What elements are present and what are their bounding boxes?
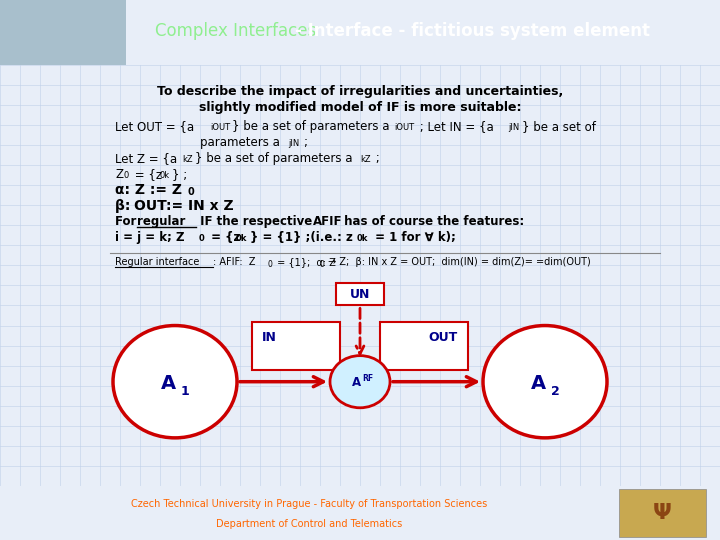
Text: kZ: kZ [360,155,371,164]
Text: 0: 0 [199,234,204,244]
Text: A: A [531,374,546,393]
Text: UN: UN [350,288,370,301]
Text: IF the respective: IF the respective [196,215,316,228]
Text: Z: Z [115,168,123,181]
Text: Department of Control and Telematics: Department of Control and Telematics [217,519,402,529]
Text: iOUT: iOUT [210,123,230,132]
Text: } be a set of parameters a: } be a set of parameters a [232,120,390,133]
Text: 0k: 0k [160,171,170,180]
Text: To describe the impact of irregularities and uncertainties,: To describe the impact of irregularities… [157,85,563,98]
Text: - Interface - fictitious system element: - Interface - fictitious system element [295,22,650,40]
Text: RF: RF [362,374,374,383]
Text: } ;: } ; [172,168,187,181]
Text: A: A [351,376,361,389]
Text: 0k: 0k [236,234,248,244]
Bar [0,0,126,65]
Bar [619,489,706,537]
Text: α: Z := Z: α: Z := Z [115,183,182,197]
Text: Complex Interfaces: Complex Interfaces [155,22,321,40]
Text: = 1 for ∀ k);: = 1 for ∀ k); [371,231,456,244]
Text: 0: 0 [124,171,130,180]
Text: ;: ; [303,136,307,149]
Text: jIN: jIN [288,139,300,148]
Text: 0: 0 [319,260,324,269]
Ellipse shape [330,356,390,408]
Text: AFIF: AFIF [313,215,343,228]
Text: slightly modified model of IF is more suitable:: slightly modified model of IF is more su… [199,101,521,114]
Text: ; Let IN = {a: ; Let IN = {a [416,120,494,133]
Bar [252,321,340,370]
Text: IN: IN [262,330,277,343]
Text: Let OUT = {a: Let OUT = {a [115,120,194,133]
Ellipse shape [113,326,237,438]
Text: OUT: OUT [428,330,458,343]
Text: } be a set of: } be a set of [522,120,596,133]
Text: } be a set of parameters a: } be a set of parameters a [195,152,353,165]
Text: For: For [115,215,140,228]
Text: has of course the features:: has of course the features: [340,215,524,228]
Text: → Z;  β: IN x Z = OUT;  dim(IN) = dim(Z)= =dim(OUT): → Z; β: IN x Z = OUT; dim(IN) = dim(Z)= … [325,258,590,267]
Text: 2: 2 [551,385,559,398]
Text: 0: 0 [267,260,272,269]
Ellipse shape [483,326,607,438]
Text: regular: regular [137,215,185,228]
Text: A: A [161,374,176,393]
Bar [380,321,468,370]
Text: } = {1} ;(i.e.: z: } = {1} ;(i.e.: z [250,231,353,244]
Text: jIN: jIN [508,123,519,132]
Text: ;: ; [372,152,379,165]
Text: kZ: kZ [182,155,193,164]
Text: parameters a: parameters a [200,136,280,149]
Text: iOUT: iOUT [394,123,414,132]
Text: i = j = k; Z: i = j = k; Z [115,231,184,244]
Text: OUT:= IN x Z: OUT:= IN x Z [134,199,233,213]
Text: = {1};  α: Z: = {1}; α: Z [274,258,336,267]
Bar [336,284,384,306]
Text: Regular interface: Regular interface [115,258,199,267]
Text: Ψ: Ψ [653,503,672,523]
Text: = {z: = {z [207,231,240,244]
Text: 1: 1 [181,385,189,398]
Text: 0: 0 [188,187,194,197]
Text: β:: β: [115,199,140,213]
Text: Czech Technical University in Prague - Faculty of Transportation Sciences: Czech Technical University in Prague - F… [132,499,487,509]
Text: = {z: = {z [131,168,162,181]
Text: : AFIF:  Z: : AFIF: Z [213,258,256,267]
Text: Let Z = {a: Let Z = {a [115,152,177,165]
Text: 0k: 0k [357,234,369,244]
